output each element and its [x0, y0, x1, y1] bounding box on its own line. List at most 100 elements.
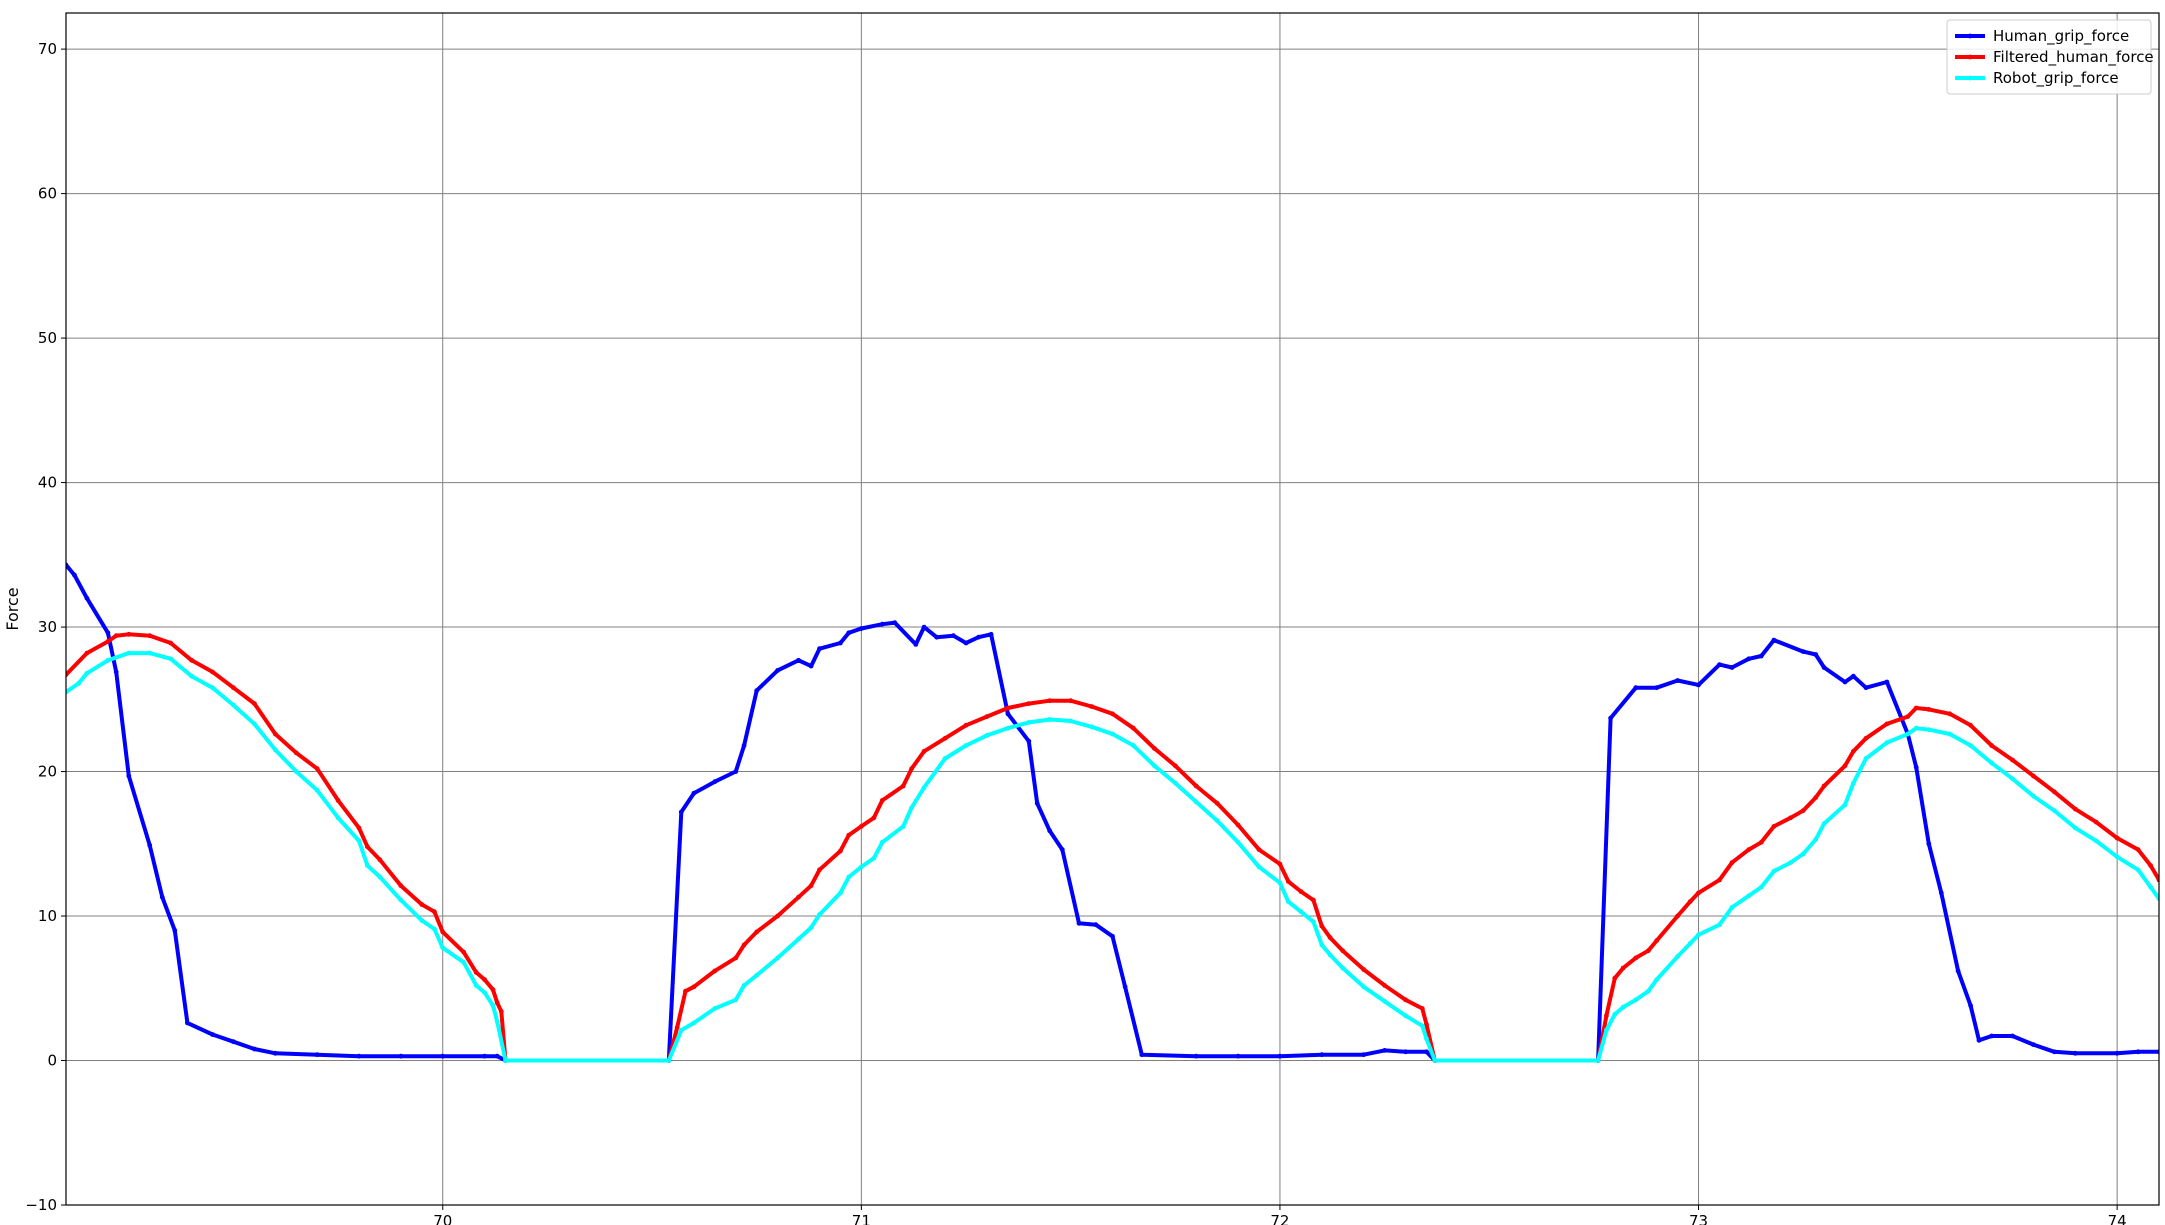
data-point-human-grip-force: [963, 640, 969, 646]
data-point-filtered-human-force: [2031, 773, 2036, 779]
data-point-robot-grip-force: [1432, 1058, 1438, 1063]
data-point-robot-grip-force: [1047, 717, 1053, 722]
data-point-filtered-human-force: [105, 639, 111, 644]
data-point-filtered-human-force: [1654, 938, 1660, 943]
data-point-robot-grip-force: [1620, 1004, 1626, 1010]
data-point-robot-grip-force: [1214, 818, 1220, 824]
data-point-filtered-human-force: [817, 867, 822, 873]
data-point-filtered-human-force: [1746, 847, 1752, 852]
data-point-filtered-human-force: [838, 848, 843, 854]
data-point-robot-grip-force: [1235, 839, 1241, 845]
data-point-robot-grip-force: [1696, 932, 1701, 938]
data-point-filtered-human-force: [1131, 725, 1136, 731]
data-point-filtered-human-force: [1327, 935, 1333, 941]
data-point-filtered-human-force: [1717, 877, 1722, 883]
data-point-robot-grip-force: [2072, 825, 2078, 831]
data-point-robot-grip-force: [494, 1019, 500, 1024]
data-point-robot-grip-force: [921, 785, 927, 790]
data-point-human-grip-force: [1746, 656, 1752, 662]
data-point-human-grip-force: [482, 1053, 487, 1059]
data-point-human-grip-force: [172, 928, 178, 933]
data-point-human-grip-force: [846, 630, 852, 636]
data-point-human-grip-force: [1654, 685, 1660, 691]
data-point-robot-grip-force: [1026, 720, 1032, 725]
data-point-robot-grip-force: [1633, 997, 1639, 1003]
data-point-human-grip-force: [210, 1032, 215, 1037]
data-point-robot-grip-force: [419, 918, 425, 923]
data-point-robot-grip-force: [1654, 977, 1660, 982]
data-point-filtered-human-force: [1813, 795, 1819, 800]
data-point-robot-grip-force: [84, 670, 90, 676]
data-point-robot-grip-force: [365, 863, 370, 868]
data-point-robot-grip-force: [105, 657, 111, 663]
data-point-human-grip-force: [185, 1020, 190, 1026]
data-point-human-grip-force: [1842, 679, 1848, 685]
data-point-robot-grip-force: [909, 805, 914, 811]
data-point-filtered-human-force: [1047, 698, 1053, 704]
data-point-robot-grip-force: [440, 945, 446, 951]
data-point-filtered-human-force: [733, 955, 739, 961]
data-point-robot-grip-force: [1947, 731, 1953, 737]
data-point-robot-grip-force: [1788, 860, 1793, 865]
data-point-filtered-human-force: [2135, 847, 2141, 852]
data-point-human-grip-force: [1989, 1033, 1994, 1039]
data-point-robot-grip-force: [1131, 743, 1136, 748]
legend-item-human-grip-force: Human_grip_force: [1955, 27, 2129, 46]
data-point-filtered-human-force: [1089, 704, 1094, 709]
data-point-filtered-human-force: [1675, 913, 1680, 919]
data-point-human-grip-force: [72, 572, 77, 578]
data-point-filtered-human-force: [900, 783, 906, 789]
data-point-robot-grip-force: [691, 1020, 697, 1026]
data-point-robot-grip-force: [838, 890, 843, 896]
data-point-filtered-human-force: [871, 815, 877, 821]
data-point-human-grip-force: [879, 621, 885, 627]
data-point-human-grip-force: [1093, 922, 1099, 928]
data-point-robot-grip-force: [2114, 854, 2120, 860]
data-point-filtered-human-force: [2072, 806, 2078, 812]
data-point-human-grip-force: [1277, 1053, 1283, 1059]
data-point-filtered-human-force: [494, 1000, 500, 1006]
data-point-filtered-human-force: [1612, 975, 1618, 981]
data-point-human-grip-force: [817, 646, 822, 652]
data-point-filtered-human-force: [147, 633, 153, 639]
data-point-human-grip-force: [1005, 711, 1011, 717]
data-point-filtered-human-force: [1620, 965, 1626, 971]
data-point-human-grip-force: [1059, 847, 1065, 852]
data-point-filtered-human-force: [293, 750, 299, 756]
data-point-robot-grip-force: [808, 925, 814, 930]
data-point-robot-grip-force: [503, 1058, 508, 1063]
data-point-human-grip-force: [951, 633, 956, 639]
data-point-robot-grip-force: [754, 972, 760, 978]
data-point-human-grip-force: [1139, 1052, 1145, 1058]
data-point-human-grip-force: [1026, 738, 1032, 744]
data-point-human-grip-force: [1851, 673, 1856, 679]
data-point-filtered-human-force: [356, 825, 362, 831]
data-point-robot-grip-force: [1340, 965, 1346, 971]
series-line-robot-grip-force: [66, 651, 2159, 1063]
data-point-robot-grip-force: [1595, 1058, 1601, 1063]
data-point-robot-grip-force: [1645, 988, 1651, 994]
data-point-robot-grip-force: [817, 912, 822, 917]
data-point-filtered-human-force: [84, 650, 90, 656]
data-point-robot-grip-force: [1821, 821, 1827, 826]
data-point-human-grip-force: [1034, 800, 1040, 806]
data-point-human-grip-force: [691, 790, 697, 796]
data-point-filtered-human-force: [314, 766, 320, 772]
data-point-human-grip-force: [1863, 685, 1869, 691]
data-point-robot-grip-force: [1327, 952, 1333, 958]
data-point-robot-grip-force: [168, 656, 174, 662]
series-filtered-human-force: [66, 631, 2159, 1063]
y-tick-label: 30: [38, 618, 57, 636]
y-tick-label: 50: [38, 329, 57, 347]
legend-item-filtered-human-force: Filtered_human_force: [1955, 48, 2154, 67]
data-point-robot-grip-force: [1419, 1023, 1425, 1029]
data-point-filtered-human-force: [1424, 1022, 1429, 1027]
data-point-robot-grip-force: [1068, 718, 1073, 724]
data-point-human-grip-force: [105, 630, 111, 636]
data-point-filtered-human-force: [1361, 967, 1367, 972]
data-point-robot-grip-force: [1717, 922, 1722, 928]
data-point-human-grip-force: [913, 642, 919, 647]
data-point-robot-grip-force: [1926, 727, 1932, 732]
data-point-robot-grip-force: [432, 926, 437, 932]
data-point-robot-grip-force: [356, 838, 362, 844]
